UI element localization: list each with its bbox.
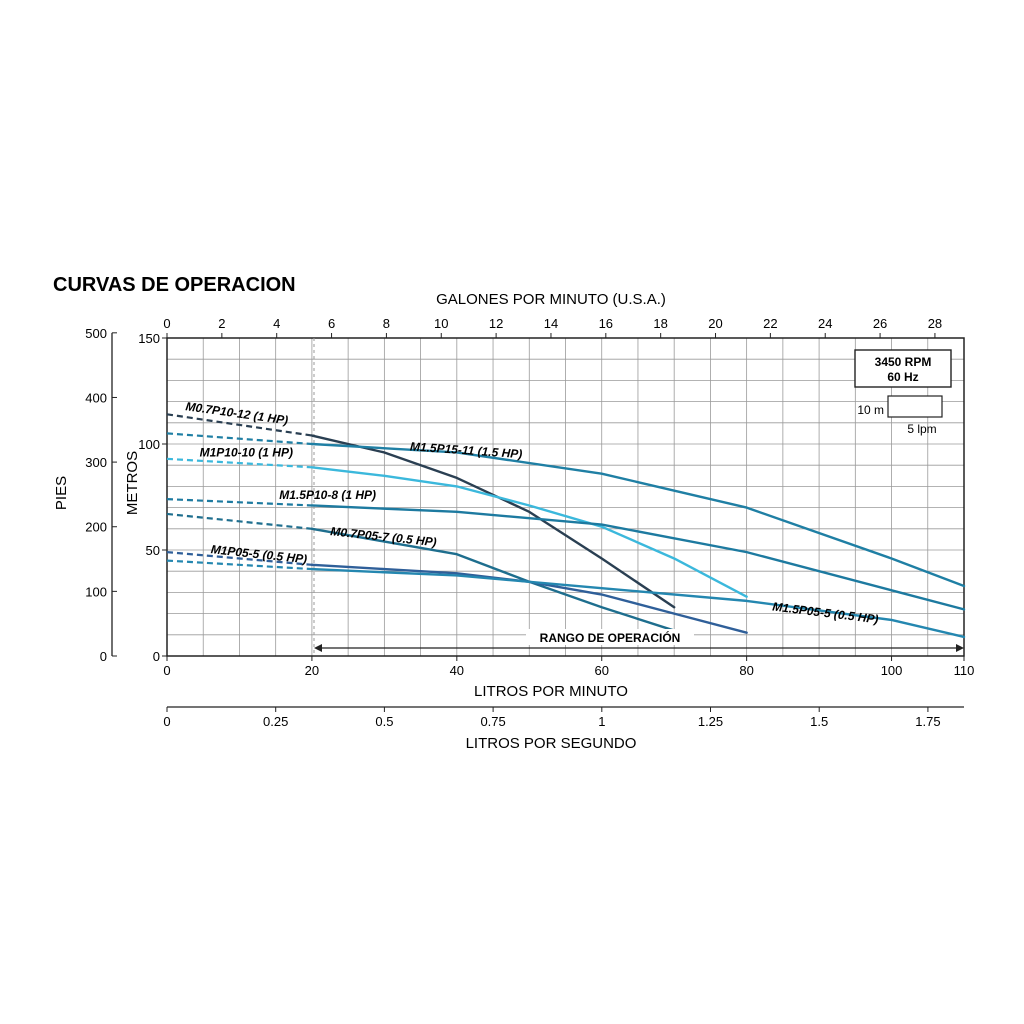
arrow-left-icon xyxy=(314,644,322,652)
left-tick-label: 100 xyxy=(138,437,160,452)
metros-axis-title: METROS xyxy=(124,451,141,515)
outer-tick-label: 400 xyxy=(85,390,107,405)
curve-3 xyxy=(310,504,966,611)
bottom-tick-label: 20 xyxy=(305,663,319,678)
outer-axis: 0 100 200 300 400 500 xyxy=(85,326,117,664)
top-tick-label: 8 xyxy=(383,316,390,331)
curve-label-6: M1.5P05-5 (0.5 HP) xyxy=(772,600,880,627)
second-tick-label: 0.25 xyxy=(263,714,288,729)
bottom-tick-label: 60 xyxy=(594,663,608,678)
curve-1 xyxy=(310,442,966,588)
scale-height-label: 10 m xyxy=(857,403,884,417)
second-axis: 0 0.25 0.5 0.75 1 1.25 1.5 1.75 xyxy=(163,706,964,729)
curve-label-1: M1.5P15-11 (1.5 HP) xyxy=(410,439,523,461)
second-tick-label: 0.5 xyxy=(375,714,393,729)
plot-frame xyxy=(166,337,965,657)
grid xyxy=(167,338,964,656)
second-tick-label: 1 xyxy=(598,714,605,729)
outer-tick-label: 500 xyxy=(85,326,107,341)
top-axis: 0 2 4 6 8 10 12 14 16 18 20 22 24 26 28 xyxy=(163,316,942,338)
curve-dashed-0 xyxy=(166,413,313,437)
outer-tick-label: 0 xyxy=(100,649,107,664)
curve-label-0: M0.7P10-12 (1 HP) xyxy=(185,399,289,427)
info-box: 3450 RPM 60 Hz 10 m 5 lpm xyxy=(854,349,952,436)
curve-dashed-4 xyxy=(166,512,313,530)
second-tick-label: 1.5 xyxy=(810,714,828,729)
scale-width-label: 5 lpm xyxy=(907,422,936,436)
top-tick-label: 6 xyxy=(328,316,335,331)
bottom-axis-title: LITROS POR MINUTO xyxy=(474,683,628,700)
top-tick-label: 10 xyxy=(434,316,448,331)
curve-dashed-5 xyxy=(166,551,313,566)
curve-label-5: M1P05-5 (0.5 HP) xyxy=(210,542,308,566)
curves xyxy=(166,413,966,639)
bottom-tick-label: 0 xyxy=(163,663,170,678)
outer-tick-label: 300 xyxy=(85,455,107,470)
top-tick-label: 2 xyxy=(218,316,225,331)
bottom-tick-label: 110 xyxy=(954,663,975,678)
top-tick-label: 18 xyxy=(653,316,667,331)
operating-range-arrow: RANGO DE OPERACIÓN xyxy=(314,629,964,652)
curve-6 xyxy=(310,567,966,639)
scale-box xyxy=(887,395,943,418)
second-tick-label: 0.75 xyxy=(480,714,505,729)
top-tick-label: 24 xyxy=(818,316,832,331)
curve-dashed-6 xyxy=(166,559,312,571)
second-tick-label: 1.25 xyxy=(698,714,723,729)
hz-label: 60 Hz xyxy=(887,370,918,384)
curve-label-4: M0.7P05-7 (0.5 HP) xyxy=(330,524,438,549)
curve-dashed-2 xyxy=(166,457,312,469)
curve-2 xyxy=(310,466,748,598)
top-tick-label: 16 xyxy=(599,316,613,331)
top-tick-label: 4 xyxy=(273,316,280,331)
curve-label-3: M1.5P10-8 (1 HP) xyxy=(279,488,376,502)
outer-tick-label: 200 xyxy=(85,520,107,535)
top-tick-label: 28 xyxy=(928,316,942,331)
bottom-axis: 0 20 40 60 80 100 110 xyxy=(163,656,974,678)
top-tick-label: 20 xyxy=(708,316,722,331)
curve-dashed-3 xyxy=(166,498,312,507)
outer-tick-label: 100 xyxy=(85,584,107,599)
bottom-tick-label: 40 xyxy=(450,663,464,678)
top-tick-label: 22 xyxy=(763,316,777,331)
pies-axis-title: PIES xyxy=(53,476,70,510)
arrow-right-icon xyxy=(956,644,964,652)
second-tick-label: 1.75 xyxy=(915,714,940,729)
top-tick-label: 0 xyxy=(163,316,170,331)
left-axis: 0 50 100 150 xyxy=(138,331,167,664)
left-tick-label: 50 xyxy=(146,543,160,558)
left-tick-label: 150 xyxy=(138,331,160,346)
curve-4 xyxy=(310,527,676,632)
second-axis-title: LITROS POR SEGUNDO xyxy=(466,735,637,752)
chart-title: CURVAS DE OPERACION xyxy=(53,274,296,296)
left-tick-label: 0 xyxy=(153,649,160,664)
top-tick-label: 12 xyxy=(489,316,503,331)
rpm-label: 3450 RPM xyxy=(875,355,932,369)
top-axis-title: GALONES POR MINUTO (U.S.A.) xyxy=(436,291,666,308)
operating-range-label: RANGO DE OPERACIÓN xyxy=(540,630,681,645)
top-tick-label: 14 xyxy=(544,316,558,331)
curve-dashed-1 xyxy=(166,432,312,446)
bottom-tick-label: 80 xyxy=(739,663,753,678)
second-tick-label: 0 xyxy=(163,714,170,729)
curve-label-2: M1P10-10 (1 HP) xyxy=(200,446,293,460)
bottom-tick-label: 100 xyxy=(881,663,903,678)
top-tick-label: 26 xyxy=(873,316,887,331)
